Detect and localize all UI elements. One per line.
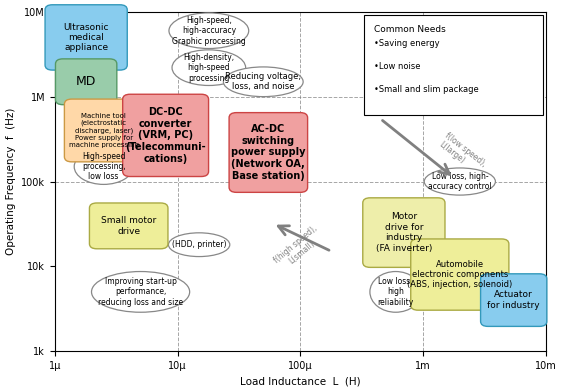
Text: Small motor
drive: Small motor drive: [101, 216, 156, 236]
Text: •Saving energy: •Saving energy: [374, 39, 439, 48]
Text: (HDD, printer): (HDD, printer): [172, 240, 226, 249]
Ellipse shape: [424, 168, 495, 195]
Text: High-density,
high-speed
processing: High-density, high-speed processing: [183, 53, 234, 83]
Text: f(high speed),
L(small): f(high speed), L(small): [272, 224, 325, 273]
FancyBboxPatch shape: [45, 5, 127, 70]
Text: High-speed,
high-accuracy
Graphic processing: High-speed, high-accuracy Graphic proces…: [172, 16, 246, 45]
Text: •Small and slim package: •Small and slim package: [374, 85, 479, 94]
Text: DC-DC
converter
(VRM, PC)
(Telecommuni-
cations): DC-DC converter (VRM, PC) (Telecommuni- …: [125, 107, 206, 163]
Ellipse shape: [169, 13, 249, 49]
Text: Machine tool
(electrostatic
discharge, laser)
Power supply for
machine processin: Machine tool (electrostatic discharge, l…: [69, 113, 139, 148]
FancyBboxPatch shape: [481, 274, 547, 327]
Text: High-speed
processing,
low loss: High-speed processing, low loss: [82, 152, 125, 181]
FancyBboxPatch shape: [89, 203, 168, 249]
Text: Reducing voltage,
loss, and noise: Reducing voltage, loss, and noise: [225, 72, 301, 91]
Text: Actuator
for industry: Actuator for industry: [487, 290, 540, 310]
Text: Motor
drive for
industry
(FA inverter): Motor drive for industry (FA inverter): [375, 212, 432, 253]
Text: •Low noise: •Low noise: [374, 62, 420, 71]
Y-axis label: Operating Frequency  f  (Hz): Operating Frequency f (Hz): [6, 108, 16, 255]
Text: Ultrasonic
medical
appliance: Ultrasonic medical appliance: [64, 22, 109, 52]
FancyBboxPatch shape: [56, 59, 117, 105]
Text: Automobile
electronic components
(ABS, injection, solenoid): Automobile electronic components (ABS, i…: [407, 260, 513, 289]
Ellipse shape: [224, 67, 303, 96]
Ellipse shape: [169, 233, 230, 257]
Ellipse shape: [74, 149, 133, 184]
Text: Common Needs: Common Needs: [374, 25, 446, 34]
Text: AC-DC
switching
power supply
(Network OA,
Base station): AC-DC switching power supply (Network OA…: [231, 124, 306, 181]
FancyBboxPatch shape: [229, 113, 307, 192]
Ellipse shape: [172, 50, 246, 85]
FancyBboxPatch shape: [364, 15, 543, 115]
Ellipse shape: [92, 272, 189, 312]
Ellipse shape: [370, 272, 422, 312]
Text: Improving start-up
performance,
reducing loss and size: Improving start-up performance, reducing…: [98, 277, 183, 307]
Text: Low loss,
high
reliability: Low loss, high reliability: [378, 277, 414, 307]
FancyBboxPatch shape: [123, 94, 209, 176]
Text: MD: MD: [76, 75, 96, 88]
Text: f(low speed),
L(large): f(low speed), L(large): [437, 131, 488, 177]
Text: Low loss, high-
accuracy control: Low loss, high- accuracy control: [428, 172, 492, 191]
FancyBboxPatch shape: [65, 99, 143, 162]
FancyBboxPatch shape: [411, 239, 509, 310]
FancyBboxPatch shape: [363, 198, 445, 267]
X-axis label: Load Inductance  L  (H): Load Inductance L (H): [240, 376, 360, 387]
